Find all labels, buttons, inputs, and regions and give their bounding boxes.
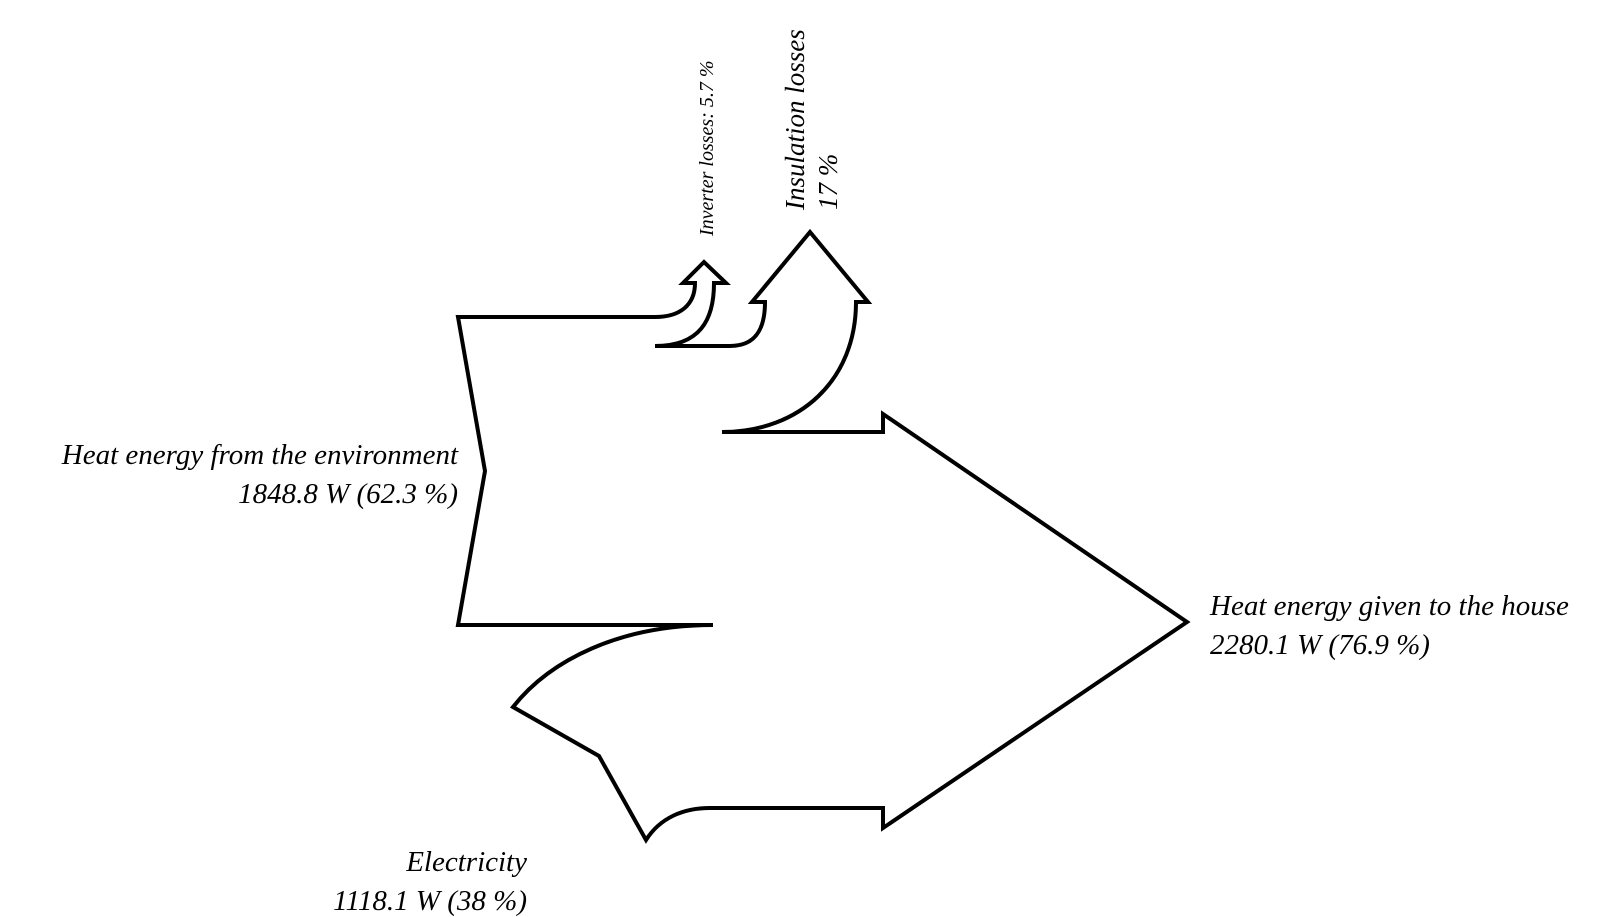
house-title: Heat energy given to the house [1209,590,1569,622]
house-value: 2280.1 W (76.9 %) [1210,629,1430,661]
electricity-title: Electricity [405,846,527,878]
flow-main [455,228,1191,844]
insulation-value: 17 % [813,154,843,210]
environment-title: Heat energy from the environment [61,439,459,471]
label-environment: Heat energy from the environment 1848.8 … [61,439,459,510]
label-house: Heat energy given to the house 2280.1 W … [1209,590,1569,661]
insulation-title: Insulation losses [780,29,810,211]
inverter-label: Inverter losses: 5.7 % [696,60,718,237]
environment-value: 1848.8 W (62.3 %) [238,478,458,510]
electricity-value: 1118.1 W (38 %) [333,885,527,917]
label-insulation: Insulation losses 17 % [780,29,843,211]
label-electricity: Electricity 1118.1 W (38 %) [333,846,527,917]
